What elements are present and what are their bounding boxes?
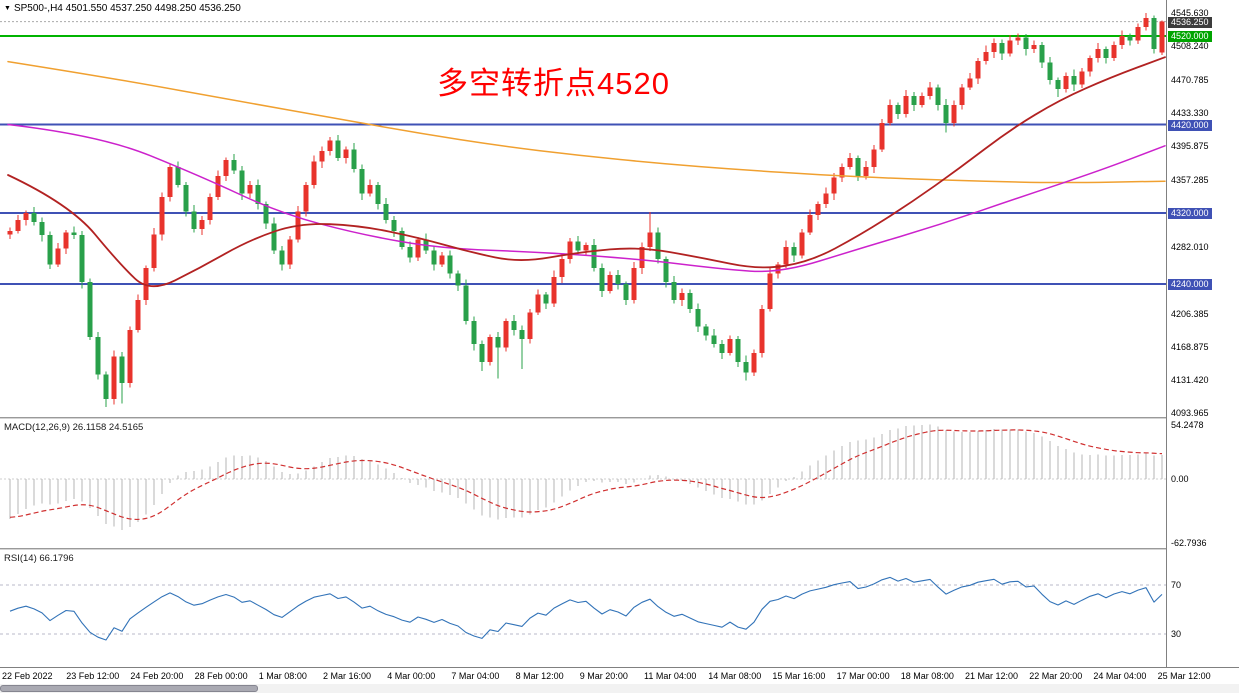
time-label: 11 Mar 04:00 xyxy=(644,671,697,681)
time-label: 9 Mar 20:00 xyxy=(579,671,628,681)
rsi-title: RSI(14) xyxy=(4,553,37,564)
time-label: 17 Mar 00:00 xyxy=(836,671,890,681)
price-label: 4240.000 xyxy=(1168,279,1212,290)
price-annotation-text: 多空转折点4520 xyxy=(437,66,670,101)
time-label: 4 Mar 00:00 xyxy=(387,671,436,681)
ma-mid-magenta xyxy=(7,123,1166,273)
price-label: 4536.250 xyxy=(1168,16,1212,28)
ma-slow-orange xyxy=(7,60,1166,184)
time-label: 22 Mar 20:00 xyxy=(1029,671,1083,681)
time-label: 24 Mar 04:00 xyxy=(1093,671,1147,681)
price-label: 4168.875 xyxy=(1171,342,1209,352)
panel-separator-macd[interactable] xyxy=(0,417,1239,419)
time-label: 24 Feb 20:00 xyxy=(130,671,184,681)
main-price-chart[interactable] xyxy=(0,0,1166,417)
time-label: 18 Mar 08:00 xyxy=(900,671,954,681)
price-label: 30 xyxy=(1171,629,1182,639)
scrollbar-thumb[interactable] xyxy=(0,685,258,692)
price-label: 4508.240 xyxy=(1171,41,1209,52)
ma-fast-red xyxy=(7,56,1166,288)
panel-separator-rsi[interactable] xyxy=(0,548,1239,550)
price-label: 0.00 xyxy=(1171,474,1189,484)
time-label: 14 Mar 08:00 xyxy=(708,671,762,681)
macd-value-signal: 24.5165 xyxy=(108,422,144,433)
macd-indicator-panel[interactable] xyxy=(0,419,1166,548)
price-label: 4395.875 xyxy=(1171,140,1209,151)
price-label: 4282.010 xyxy=(1171,241,1209,252)
price-label: 4357.285 xyxy=(1171,175,1209,186)
price-label: 4320.000 xyxy=(1168,208,1212,220)
symbol-ohlc-text: SP500-,H4 4501.550 4537.250 4498.250 453… xyxy=(13,3,241,14)
macd-value-main: 26.1158 xyxy=(72,422,107,433)
price-label: 4545.630 xyxy=(1171,8,1209,19)
price-label: 4470.785 xyxy=(1171,74,1209,85)
macd-title: MACD(12,26,9) xyxy=(4,422,70,433)
price-label: 4131.420 xyxy=(1171,375,1209,386)
price-label: -62.7936 xyxy=(1171,538,1207,548)
chart-menu-icon[interactable]: ▼ xyxy=(4,5,11,12)
time-label: 22 Feb 2022 xyxy=(2,671,53,681)
time-label: 7 Mar 04:00 xyxy=(451,671,500,681)
macd-histogram xyxy=(9,424,1163,530)
price-axis[interactable]: 4545.630 4536.250 4520.000 4508.240 4470.785… xyxy=(1166,0,1239,667)
time-label: 2 Mar 16:00 xyxy=(323,671,372,681)
symbol-ohlc-header: ▼ SP500-,H4 4501.550 4537.250 4498.250 45… xyxy=(4,3,241,14)
price-label: 70 xyxy=(1171,580,1182,590)
time-label: 21 Mar 12:00 xyxy=(965,671,1019,681)
price-label: 54.2478 xyxy=(1171,420,1204,430)
rsi-line xyxy=(9,576,1163,641)
time-label: 15 Mar 16:00 xyxy=(772,671,826,681)
price-label: 4420.000 xyxy=(1168,119,1212,131)
moving-averages xyxy=(7,56,1166,288)
price-label: 4433.330 xyxy=(1171,107,1209,118)
price-label: 4093.965 xyxy=(1171,408,1209,419)
macd-signal-line xyxy=(9,429,1163,521)
price-label: 4520.000 xyxy=(1168,31,1212,42)
time-label: 25 Mar 12:00 xyxy=(1157,671,1211,681)
rsi-header: RSI(14) 66.1796 xyxy=(4,553,74,564)
macd-header: MACD(12,26,9) 26.1158 24.5165 xyxy=(4,422,143,433)
price-label: 4206.385 xyxy=(1171,308,1209,319)
time-label: 8 Mar 12:00 xyxy=(515,671,564,681)
time-axis[interactable]: 22 Feb 2022 23 Feb 12:00 24 Feb 20:00 28 Fe… xyxy=(0,667,1239,684)
time-label: 23 Feb 12:00 xyxy=(66,671,120,681)
time-label: 28 Feb 00:00 xyxy=(194,671,248,681)
time-label: 1 Mar 08:00 xyxy=(258,671,307,681)
rsi-value: 66.1796 xyxy=(39,553,74,564)
rsi-indicator-panel[interactable] xyxy=(0,550,1166,667)
horizontal-scrollbar[interactable] xyxy=(0,684,1239,693)
